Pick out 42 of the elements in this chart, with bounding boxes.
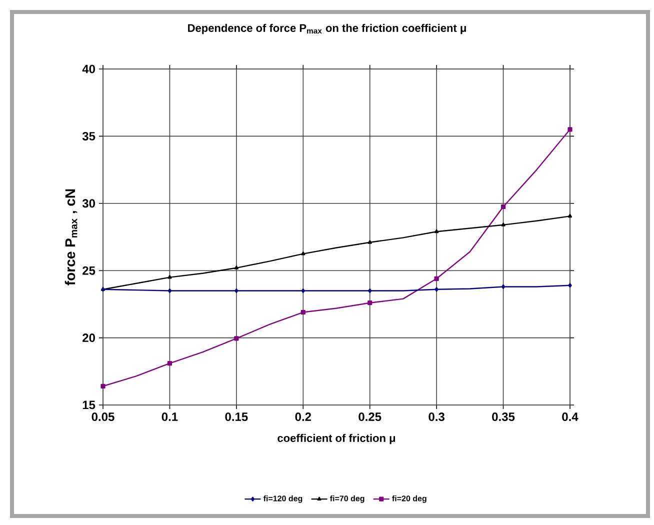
legend-label: fi=70 deg <box>330 495 364 503</box>
x-tick-label: 0.05 <box>92 412 114 422</box>
x-axis-title: coefficient of friction μ <box>278 434 396 444</box>
x-tick-label: 0.25 <box>358 412 382 422</box>
x-tick-label: 0.4 <box>562 412 578 422</box>
point <box>501 284 506 290</box>
point <box>234 288 238 294</box>
y-tick-label: 40 <box>82 64 95 74</box>
point <box>434 276 439 281</box>
point <box>568 214 572 218</box>
point <box>434 229 439 234</box>
legend-label: fi=120 deg <box>263 495 302 503</box>
point <box>301 251 306 256</box>
point <box>368 240 372 244</box>
point <box>500 204 506 210</box>
point <box>368 300 372 306</box>
x-tick-label: 0.15 <box>225 412 248 422</box>
point <box>501 222 506 226</box>
point <box>168 288 172 294</box>
point <box>167 361 172 366</box>
point <box>434 287 438 292</box>
y-tick-label: 25 <box>82 266 96 275</box>
point <box>100 384 106 388</box>
y-tick-label: 20 <box>82 334 95 342</box>
point <box>234 336 239 341</box>
point <box>301 288 306 294</box>
point <box>568 283 572 288</box>
point <box>368 288 372 294</box>
point <box>234 266 238 270</box>
x-tick-label: 0.2 <box>295 412 312 422</box>
y-axis-title: force P$_{max}$ , cN <box>64 189 78 286</box>
legend-label: fi=20 deg <box>392 495 426 503</box>
chart-title: Dependence of force P$_{max}$ on the friction coefficient μ <box>188 24 466 34</box>
point <box>568 127 572 132</box>
y-tick-label: 15 <box>82 400 96 410</box>
point <box>300 310 306 315</box>
x-tick-label: 0.1 <box>162 412 178 422</box>
point <box>168 275 172 279</box>
y-tick-label: 35 <box>82 132 96 140</box>
x-tick-label: 0.35 <box>492 412 515 422</box>
y-tick-label: 30 <box>82 199 95 208</box>
x-tick-label: 0.3 <box>428 412 444 422</box>
